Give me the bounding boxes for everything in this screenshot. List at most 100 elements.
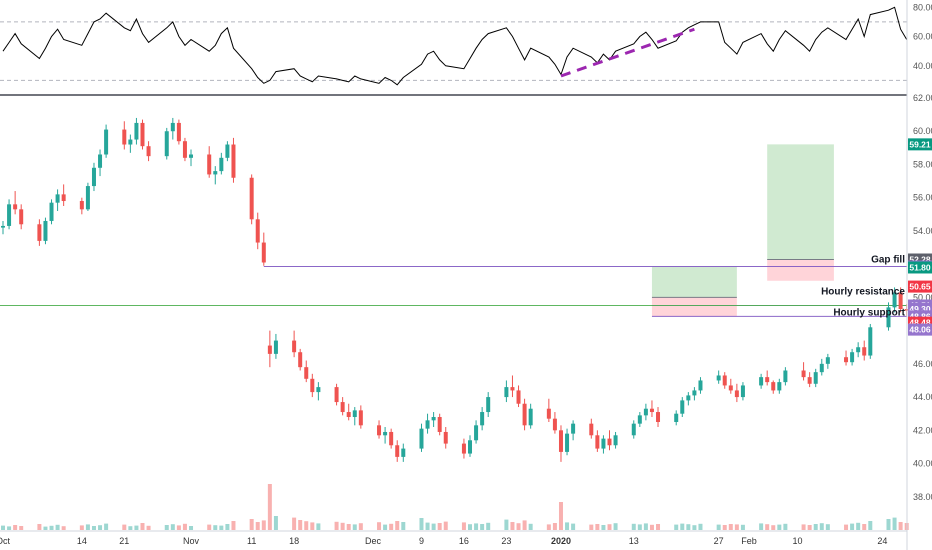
candle-body (98, 154, 103, 168)
volume-bar (395, 521, 400, 530)
price-label-text: 49.30 (909, 304, 931, 314)
candle-body (613, 435, 618, 446)
candle-body (674, 413, 679, 422)
price-tick-label: 56.00 (913, 193, 932, 203)
volume-bar (176, 525, 181, 530)
volume-bar (522, 520, 527, 530)
volume-bar (437, 523, 442, 530)
time-tick-label: Feb (741, 536, 757, 546)
volume-bar (37, 524, 42, 530)
volume-bar (128, 526, 133, 530)
volume-bar (261, 520, 266, 530)
volume-bar (225, 524, 230, 530)
volume-bar (759, 523, 764, 530)
volume-bar (1, 525, 5, 530)
candle-body (292, 340, 297, 353)
price-tick-label: 50.00 (913, 292, 932, 302)
candle-body (43, 220, 48, 241)
candle-body (255, 219, 260, 243)
candle-body (474, 425, 479, 441)
candle-body (643, 408, 648, 416)
time-axis[interactable]: Oct 14 21 Nov 11 18 Dec 9 16 23 2020 13 27 Feb 10 24 (0, 536, 887, 546)
candle-body (249, 177, 254, 220)
candle-body (176, 122, 181, 142)
volume-bar (801, 524, 806, 530)
rsi-axis: 40.00 60.00 80.00 (913, 2, 932, 70)
volume-bar (771, 525, 776, 530)
candle-body (207, 154, 212, 175)
price-label-text: 52.28 (909, 255, 931, 265)
candle-body (419, 428, 424, 449)
volume-bar (546, 524, 551, 530)
candle-body (552, 418, 557, 431)
candle-body (765, 377, 770, 383)
candle-body (122, 129, 127, 145)
time-tick-label: Nov (183, 536, 200, 546)
volume-bar (813, 524, 818, 530)
candle-body (310, 378, 315, 393)
volume-bar (213, 525, 218, 530)
volume-bar (552, 523, 557, 530)
stop-zone (651, 297, 737, 317)
level-annotation: Gap fill (871, 255, 905, 266)
volume-bar (273, 516, 278, 530)
candle-body (558, 430, 563, 452)
candle-body (7, 204, 12, 226)
candle-body (862, 347, 867, 356)
volume-bar (55, 524, 60, 530)
candle-body (898, 292, 903, 310)
candle-body (55, 194, 60, 203)
volume-bar (431, 523, 436, 530)
volume-bar (601, 525, 606, 530)
volume-bar (170, 524, 175, 530)
volume-bar (7, 526, 12, 530)
volume-bar (613, 523, 618, 530)
rsi-pane (0, 6, 908, 86)
volume-bar (807, 525, 812, 530)
volume-bar (868, 521, 873, 530)
price-tick-label: 46.00 (913, 359, 932, 369)
volume-bar (389, 523, 394, 530)
volume-bar (13, 525, 18, 530)
rsi-trendline[interactable] (560, 27, 695, 78)
volume-bar (892, 517, 897, 530)
candle-body (225, 144, 230, 158)
volume-bar (231, 521, 236, 530)
volume-bar (61, 526, 66, 530)
candle-body (91, 167, 96, 187)
price-label-badge (908, 253, 932, 266)
time-tick-label: 14 (77, 536, 87, 546)
volume-bar (680, 523, 685, 530)
candle-body (140, 122, 145, 147)
candle-body (437, 417, 442, 432)
time-tick-label: 11 (247, 536, 256, 546)
volume-bar (134, 525, 139, 530)
price-tick-label: 54.00 (913, 226, 932, 236)
volume-bar (595, 524, 600, 530)
volume-bar (419, 518, 424, 530)
candle-body (104, 129, 109, 155)
price-label-text: 50.65 (909, 282, 931, 292)
price-tick-label: 60.00 (913, 126, 932, 136)
volume-bar (649, 524, 654, 530)
volume-bar (480, 524, 485, 530)
candle-body (607, 438, 612, 446)
volume-bar (334, 521, 339, 530)
volume-bar (298, 520, 303, 530)
candle-body (486, 397, 491, 413)
volume-bar (401, 522, 406, 530)
candle-body (680, 400, 685, 414)
volume-bar (765, 524, 770, 530)
time-tick-label: 16 (459, 536, 469, 546)
price-label-text: 59.21 (909, 139, 931, 149)
candle-body (231, 144, 236, 178)
candle-body (261, 242, 266, 263)
volume-bar (79, 525, 84, 530)
price-label-text: 48.48 (909, 318, 931, 328)
candle-body (182, 141, 187, 158)
volume-bars (1, 484, 909, 530)
candle-body (273, 340, 278, 354)
candle-body (334, 387, 339, 403)
candle-body (546, 408, 551, 419)
